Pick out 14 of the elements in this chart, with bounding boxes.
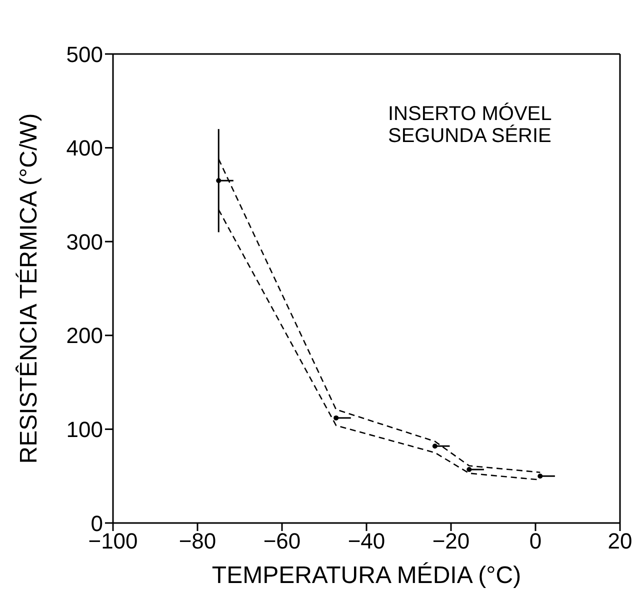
y-tick-label: 200 xyxy=(66,323,103,348)
x-axis-title: TEMPERATURA MÉDIA (°C) xyxy=(212,562,522,589)
annotation: INSERTO MÓVEL SEGUNDA SÉRIE xyxy=(388,103,552,147)
y-tick-label: 500 xyxy=(66,42,103,67)
x-tick-label: −60 xyxy=(263,528,301,554)
y-tick-label: 400 xyxy=(66,136,103,161)
x-tick-label: −20 xyxy=(432,528,470,554)
x-tick-label: −80 xyxy=(178,528,216,554)
y-tick-label: 300 xyxy=(66,229,103,254)
x-tick-label: −40 xyxy=(348,528,386,554)
y-axis-title: RESISTÊNCIA TÉRMICA (°C/W) xyxy=(16,113,43,464)
y-tick-label: 100 xyxy=(66,417,103,442)
x-tick-label: 0 xyxy=(529,528,542,554)
x-tick-label: 20 xyxy=(608,528,632,554)
